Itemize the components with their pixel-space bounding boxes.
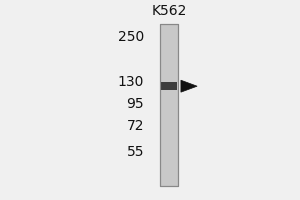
Text: K562: K562 bbox=[152, 4, 187, 18]
Text: 55: 55 bbox=[127, 145, 144, 159]
Bar bbox=[160, 24, 178, 186]
Bar bbox=[161, 82, 177, 90]
Bar bbox=[160, 24, 178, 186]
Text: 250: 250 bbox=[118, 30, 144, 44]
Text: 130: 130 bbox=[118, 75, 144, 89]
Polygon shape bbox=[181, 80, 197, 92]
Text: 72: 72 bbox=[127, 119, 144, 133]
Text: 95: 95 bbox=[127, 97, 144, 111]
